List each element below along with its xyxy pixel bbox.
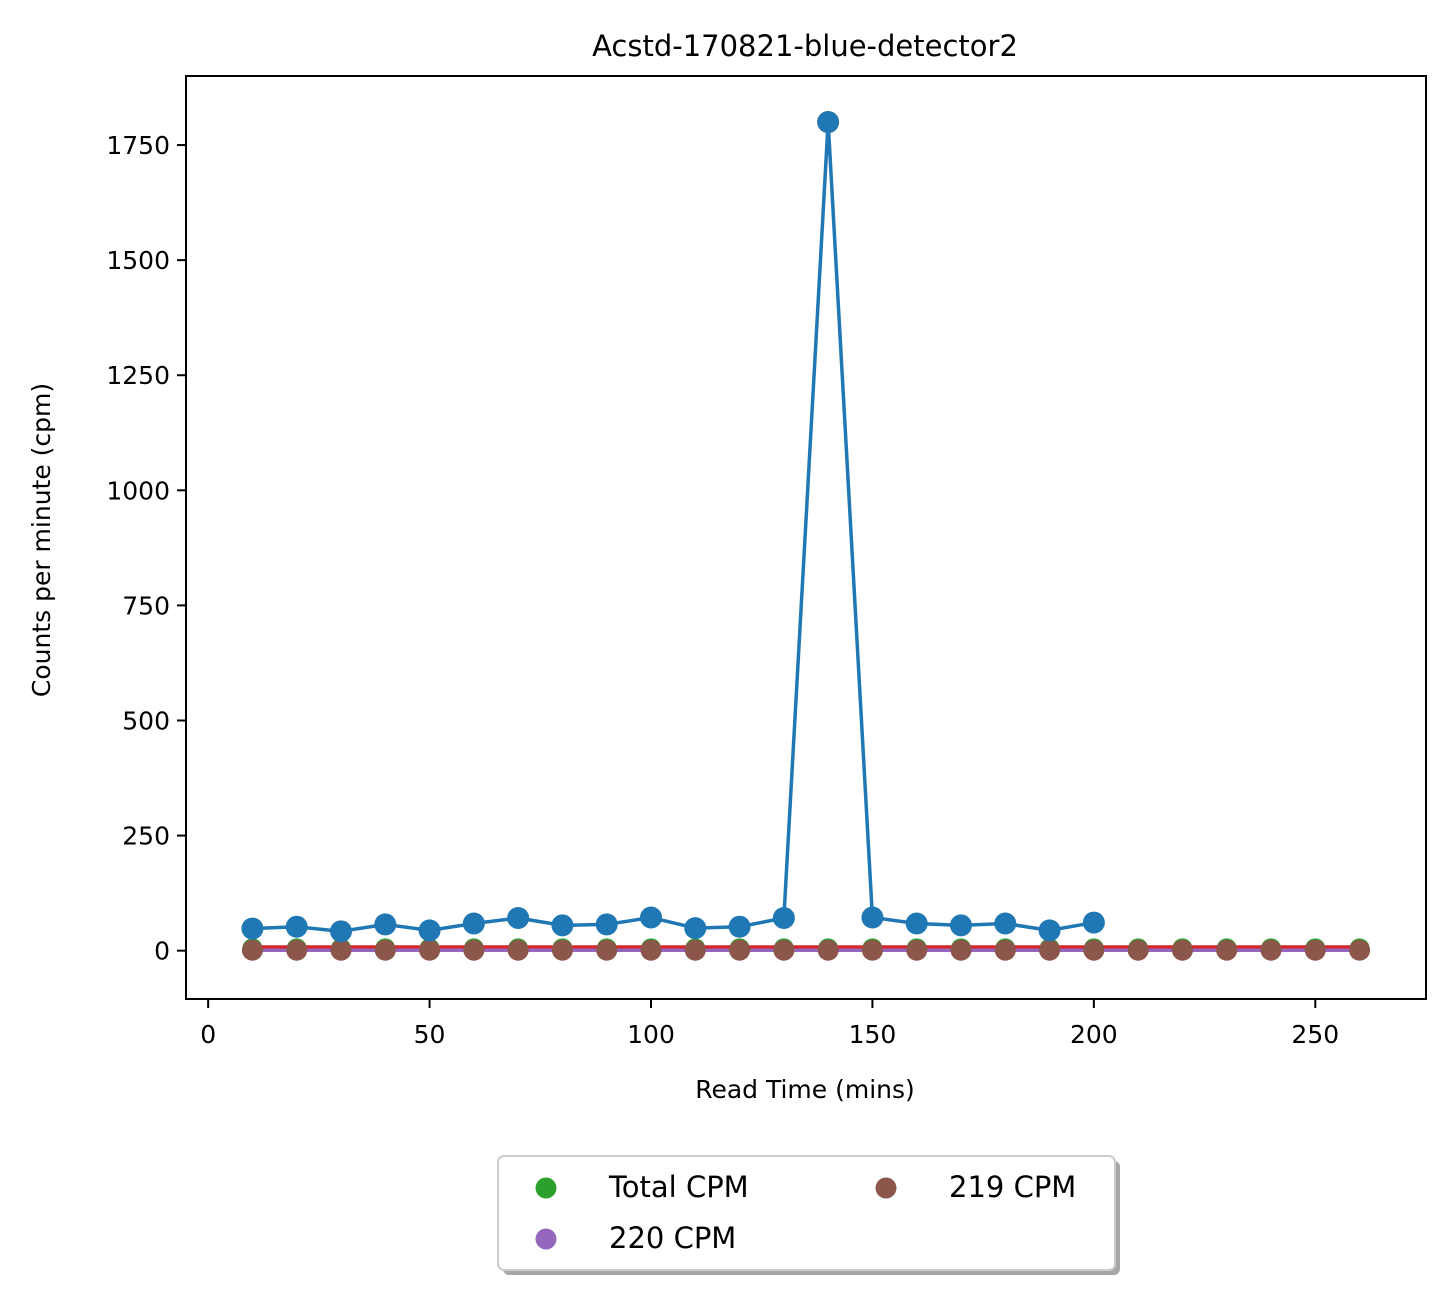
data-point-cpm219 [773,939,795,961]
legend-items: Total CPM 219 CPM 220 CPM [535,1170,1076,1255]
data-point-blue [507,906,530,929]
data-point-blue [772,906,795,929]
data-point-cpm219 [994,939,1016,961]
y-axis-ticks: 0 250 500 750 1000 1250 1500 1750 [106,131,186,966]
y-tick-label: 1250 [106,361,170,390]
y-axis-label: Counts per minute (cpm) [27,383,56,697]
data-point-cpm219 [374,939,396,961]
data-point-cpm219 [241,939,263,961]
data-point-cpm219 [729,939,751,961]
data-point-blue [1038,919,1061,942]
y-tick-label: 750 [122,591,170,620]
x-tick-label: 50 [414,1020,446,1049]
data-point-blue [285,915,308,938]
data-point-cpm219 [1039,939,1061,961]
data-point-blue [418,919,441,942]
data-point-cpm219 [906,939,928,961]
legend-box [497,1155,1116,1271]
data-point-cpm219 [286,939,308,961]
data-point-blue [728,915,751,938]
y-tick-label: 0 [154,937,170,966]
data-point-blue [462,912,485,935]
data-point-cpm219 [950,939,972,961]
data-point-cpm219 [817,939,839,961]
data-point-cpm219 [330,939,352,961]
x-tick-label: 250 [1291,1020,1339,1049]
data-point-cpm219 [1083,939,1105,961]
x-tick-label: 200 [1070,1020,1118,1049]
chart-title: Acstd-170821-blue-detector2 [592,29,1018,63]
y-tick-label: 1750 [106,131,170,160]
data-point-blue [595,913,618,936]
data-point-blue [374,913,397,936]
data-point-blue [241,917,264,940]
x-tick-label: 0 [200,1020,216,1049]
data-point-blue [551,914,574,937]
x-tick-label: 150 [849,1020,897,1049]
legend-label: 220 CPM [609,1221,736,1255]
y-tick-label: 500 [122,706,170,735]
legend-marker [535,1177,557,1199]
data-point-cpm219 [1349,939,1371,961]
legend-marker [875,1177,897,1199]
data-point-cpm219 [596,939,618,961]
data-point-blue [684,917,707,940]
data-point-cpm219 [1216,939,1238,961]
data-point-cpm219 [1171,939,1193,961]
data-point-cpm219 [507,939,529,961]
x-axis-ticks: 0 50 100 150 200 250 [200,999,1339,1049]
legend-label: 219 CPM [949,1170,1076,1204]
data-point-blue [994,912,1017,935]
legend: Total CPM 219 CPM 220 CPM [497,1155,1120,1275]
data-point-cpm219 [1260,939,1282,961]
data-point-cpm219 [1127,939,1149,961]
legend-label: Total CPM [608,1170,749,1204]
x-axis-label: Read Time (mins) [695,1075,915,1104]
data-point-blue [817,111,840,134]
plot-series [241,111,1371,961]
data-point-cpm219 [1304,939,1326,961]
y-tick-label: 1500 [106,246,170,275]
data-point-blue [905,912,928,935]
plot-frame [185,75,1427,1000]
data-point-cpm219 [684,939,706,961]
data-point-cpm219 [419,939,441,961]
y-tick-label: 250 [122,822,170,851]
data-point-blue [1082,911,1105,934]
x-tick-label: 100 [627,1020,675,1049]
data-point-blue [330,920,352,943]
legend-marker [535,1228,557,1250]
data-point-cpm219 [861,939,883,961]
data-point-cpm219 [640,939,662,961]
series-line-blue [252,120,1095,934]
data-point-cpm219 [463,939,485,961]
y-tick-label: 1000 [106,476,170,505]
data-point-cpm219 [551,939,573,961]
data-point-blue [861,906,884,929]
data-point-blue [950,914,972,937]
data-point-blue [640,906,662,929]
